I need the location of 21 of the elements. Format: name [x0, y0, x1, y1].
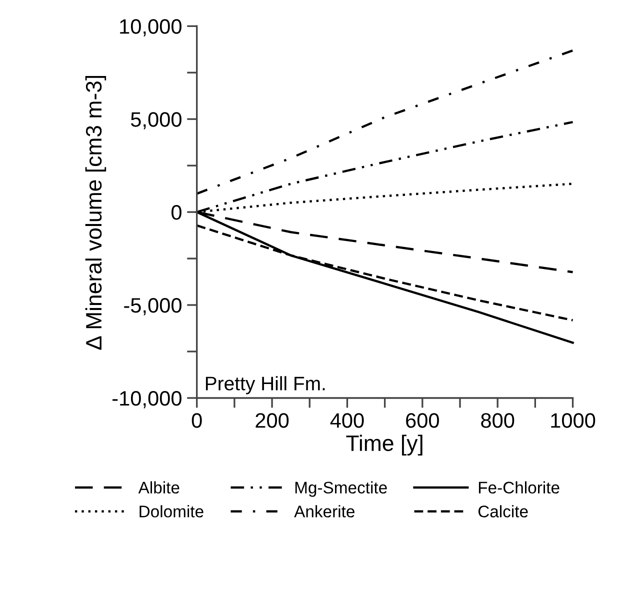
x-tick-label: 800	[481, 413, 514, 428]
y-tick-label: -5,000	[124, 298, 182, 316]
x-tick-label: 400	[330, 413, 364, 428]
x-tick-label: 1000	[551, 413, 596, 428]
y-tick-label: 0	[171, 205, 182, 220]
annotation: Pretty Hill Fm.	[206, 376, 325, 394]
legend-label: Albite	[138, 481, 180, 494]
y-tick-label: 10,000	[120, 19, 182, 36]
x-axis-title: Time [y]	[346, 434, 422, 456]
legend-label: Mg-Smectite	[295, 481, 387, 497]
x-tick-label: 200	[256, 413, 289, 428]
x-tick-label: 0	[192, 413, 202, 428]
x-tick-label: 600	[406, 413, 439, 428]
legend-label: Fe-Chlorite	[478, 481, 560, 494]
y-tick-label: 5,000	[130, 112, 182, 130]
legend-label: Dolomite	[140, 505, 204, 518]
line-series	[196, 49, 574, 195]
y-tick-label: -10,000	[112, 390, 182, 408]
legend-label: Calcite	[478, 505, 528, 518]
legend-label: Ankerite	[294, 505, 354, 518]
y-axis-title: ∆ Mineral volume [cm3 m-3]	[85, 76, 106, 350]
